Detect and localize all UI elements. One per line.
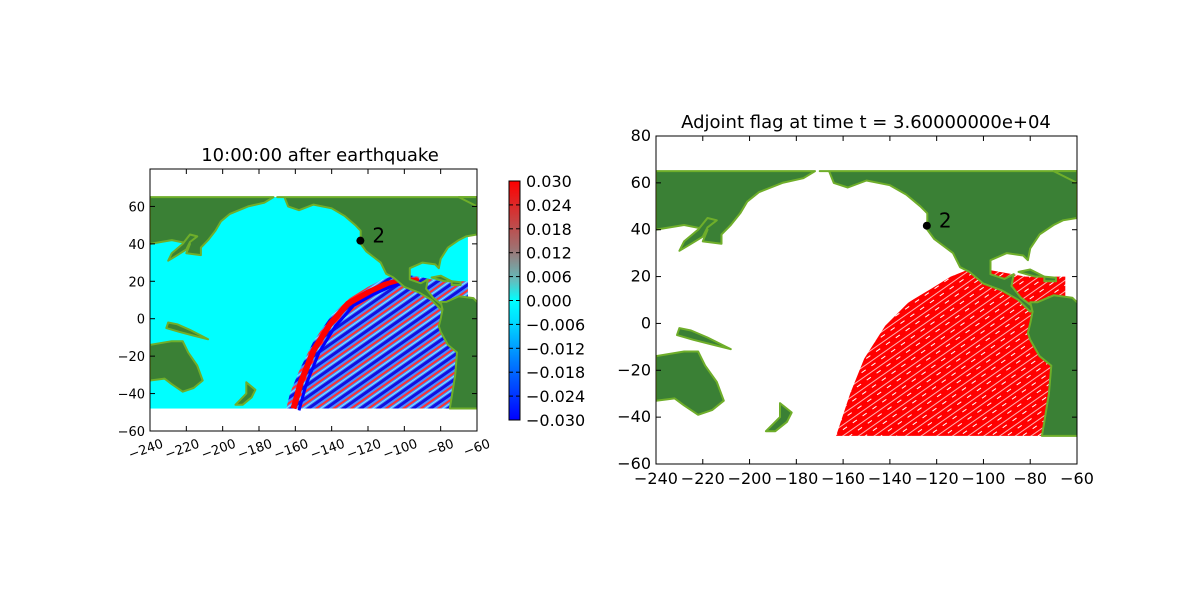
- x-tick-label: −60: [461, 437, 492, 460]
- y-tick-label: 0: [137, 313, 145, 328]
- wave-field: [286, 273, 468, 409]
- land-north-america: [276, 196, 477, 311]
- land-south-america: [1026, 294, 1077, 437]
- colorbar-tick-label: 0.030: [526, 172, 572, 191]
- gauge-marker: [356, 236, 365, 245]
- y-tick-label: −20: [118, 350, 145, 365]
- y-tick-label: −40: [617, 407, 651, 426]
- land-japan: [167, 233, 199, 262]
- y-tick-label: −20: [617, 360, 651, 379]
- land-new-zealand: [234, 381, 257, 406]
- x-tick-label: −240: [634, 469, 678, 488]
- left-panel: 10:00:00 after earthquake −240−220−200−1…: [118, 145, 586, 463]
- land-japan: [678, 217, 718, 252]
- gauge-label: 2: [372, 224, 385, 248]
- y-tick-label: 20: [128, 275, 145, 290]
- right-x-ticks: −240 −220 −200 −180 −160 −140 −120 −100 −80 −60: [634, 136, 1094, 488]
- right-axes-frame: [655, 135, 1078, 465]
- x-tick-label: −200: [728, 469, 772, 488]
- land-hispaniola: [1043, 275, 1057, 283]
- colorbar-ticks: 0.030 0.024 0.018 0.012 0.006 0.000 −0.006 −0.0…: [509, 172, 585, 430]
- left-axes-frame: [149, 168, 478, 432]
- y-tick-label: 20: [631, 267, 651, 286]
- land-new-zealand: [764, 402, 793, 433]
- land-greenland: [1052, 170, 1077, 184]
- right-title: Adjoint flag at time t = 3.60000000e+04: [681, 112, 1051, 133]
- land-asia: [150, 196, 275, 257]
- land-australia: [150, 340, 204, 393]
- y-tick-label: 60: [128, 200, 145, 215]
- x-tick-label: −180: [236, 437, 275, 463]
- land-new-guinea: [676, 327, 732, 351]
- flagged-region: [836, 267, 1066, 436]
- x-tick-label: −240: [127, 437, 166, 463]
- gauge-label: 2: [939, 209, 952, 233]
- y-tick-label: −40: [118, 388, 145, 403]
- land-australia: [656, 350, 725, 416]
- colorbar-tick-label: −0.018: [526, 363, 585, 382]
- left-title: 10:00:00 after earthquake: [201, 145, 439, 166]
- colorbar: 0.030 0.024 0.018 0.012 0.006 0.000 −0.006 −0.0…: [508, 172, 585, 430]
- colorbar-tick-label: 0.018: [526, 220, 572, 239]
- colorbar-tick-label: −0.012: [526, 339, 585, 358]
- colorbar-tick-label: 0.000: [526, 292, 572, 311]
- x-tick-label: −180: [774, 469, 818, 488]
- x-tick-label: −200: [199, 437, 238, 463]
- colorbar-tick-label: −0.024: [526, 387, 585, 406]
- colorbar-tick-label: 0.012: [526, 244, 572, 263]
- x-tick-label: −140: [308, 437, 347, 463]
- x-tick-label: −160: [821, 469, 865, 488]
- y-tick-label: −60: [118, 425, 145, 440]
- right-panel: Adjoint flag at time t = 3.60000000e+04 …: [617, 112, 1094, 488]
- y-tick-label: 40: [128, 238, 145, 253]
- right-y-ticks: −60 −40 −20 0 20 40 60 80: [617, 126, 1077, 473]
- x-tick-label: −100: [961, 469, 1005, 488]
- x-tick-label: −60: [1060, 469, 1094, 488]
- right-map: [656, 170, 1077, 437]
- x-tick-label: −120: [915, 469, 959, 488]
- y-tick-label: −60: [617, 454, 651, 473]
- left-y-ticks: −60 −40 −20 0 20 40 60: [118, 200, 477, 440]
- y-tick-label: 0: [641, 313, 651, 332]
- y-tick-label: 80: [631, 126, 651, 145]
- right-gauge: 2: [922, 209, 952, 233]
- x-tick-label: −220: [681, 469, 725, 488]
- x-tick-label: −100: [381, 437, 420, 463]
- land-asia: [656, 170, 816, 245]
- x-tick-label: −80: [1013, 469, 1047, 488]
- x-tick-label: −160: [272, 437, 311, 463]
- x-tick-label: −120: [345, 437, 384, 463]
- land-south-america: [437, 295, 477, 410]
- x-tick-label: −140: [868, 469, 912, 488]
- y-tick-label: 60: [631, 173, 651, 192]
- colorbar-tick-label: 0.024: [526, 196, 572, 215]
- colorbar-tick-label: −0.006: [526, 315, 585, 334]
- land-hispaniola: [450, 280, 462, 286]
- land-new-guinea: [165, 321, 210, 341]
- land-greenland: [457, 196, 477, 208]
- x-tick-label: −220: [163, 437, 202, 463]
- colorbar-tick-label: −0.030: [526, 411, 585, 430]
- left-gauge: 2: [356, 224, 385, 248]
- x-tick-label: −80: [425, 437, 456, 460]
- colorbar-tick-label: 0.006: [526, 268, 572, 287]
- left-map: [150, 196, 477, 411]
- y-tick-label: 40: [631, 220, 651, 239]
- land-north-america: [818, 170, 1077, 313]
- gauge-marker: [922, 221, 931, 230]
